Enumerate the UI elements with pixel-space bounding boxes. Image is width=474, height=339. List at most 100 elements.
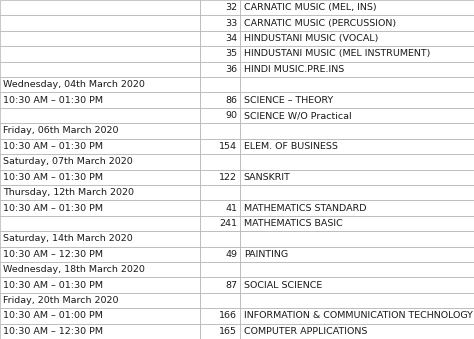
Bar [240,123,474,139]
Bar [0,0,200,15]
Bar [200,46,240,62]
Bar [0,123,200,139]
Text: 90: 90 [225,111,237,120]
Text: Saturday, 07th March 2020: Saturday, 07th March 2020 [3,157,133,166]
Bar [200,123,240,139]
Text: HINDI MUSIC.PRE.INS: HINDI MUSIC.PRE.INS [244,65,344,74]
Text: INFORMATION & COMMUNICATION TECHNOLOGY: INFORMATION & COMMUNICATION TECHNOLOGY [244,312,473,320]
Bar [240,15,474,31]
Text: 154: 154 [219,142,237,151]
Bar [0,46,200,62]
Bar [200,108,240,123]
Bar [240,324,474,339]
Bar [200,154,240,170]
Bar [240,77,474,93]
Text: 33: 33 [225,19,237,27]
Bar [0,246,200,262]
Text: Wednesday, 04th March 2020: Wednesday, 04th March 2020 [3,80,145,89]
Bar [0,324,200,339]
Text: 10:30 AM – 12:30 PM: 10:30 AM – 12:30 PM [3,250,103,259]
Text: ELEM. OF BUSINESS: ELEM. OF BUSINESS [244,142,337,151]
Bar [240,308,474,324]
Bar [200,0,240,15]
Bar [240,154,474,170]
Bar [200,185,240,200]
Bar [0,185,200,200]
Bar [0,308,200,324]
Text: 32: 32 [225,3,237,12]
Bar [0,139,200,154]
Bar [0,170,200,185]
Text: MATHEMATICS BASIC: MATHEMATICS BASIC [244,219,342,228]
Bar [0,231,200,246]
Bar [200,170,240,185]
Bar [240,93,474,108]
Bar [200,77,240,93]
Text: Wednesday, 18th March 2020: Wednesday, 18th March 2020 [3,265,145,274]
Bar [240,0,474,15]
Bar [200,62,240,77]
Text: 166: 166 [219,312,237,320]
Text: 36: 36 [225,65,237,74]
Text: HINDUSTANI MUSIC (MEL INSTRUMENT): HINDUSTANI MUSIC (MEL INSTRUMENT) [244,49,430,58]
Text: 10:30 AM – 01:00 PM: 10:30 AM – 01:00 PM [3,312,103,320]
Bar [200,15,240,31]
Bar [240,170,474,185]
Bar [200,231,240,246]
Text: 87: 87 [225,281,237,290]
Bar [0,293,200,308]
Bar [200,293,240,308]
Text: SANSKRIT: SANSKRIT [244,173,291,182]
Bar [200,216,240,231]
Bar [240,277,474,293]
Bar [0,31,200,46]
Bar [240,185,474,200]
Text: 10:30 AM – 01:30 PM: 10:30 AM – 01:30 PM [3,203,103,213]
Text: 10:30 AM – 01:30 PM: 10:30 AM – 01:30 PM [3,173,103,182]
Text: SCIENCE W/O Practical: SCIENCE W/O Practical [244,111,351,120]
Text: 10:30 AM – 01:30 PM: 10:30 AM – 01:30 PM [3,96,103,105]
Bar [200,200,240,216]
Bar [0,62,200,77]
Text: Saturday, 14th March 2020: Saturday, 14th March 2020 [3,234,133,243]
Bar [200,31,240,46]
Bar [200,246,240,262]
Bar [0,154,200,170]
Text: SOCIAL SCIENCE: SOCIAL SCIENCE [244,281,322,290]
Bar [240,231,474,246]
Text: 10:30 AM – 01:30 PM: 10:30 AM – 01:30 PM [3,281,103,290]
Bar [240,31,474,46]
Text: 49: 49 [225,250,237,259]
Bar [0,93,200,108]
Bar [240,108,474,123]
Text: 241: 241 [219,219,237,228]
Text: 10:30 AM – 01:30 PM: 10:30 AM – 01:30 PM [3,142,103,151]
Bar [200,308,240,324]
Text: 86: 86 [225,96,237,105]
Text: SCIENCE – THEORY: SCIENCE – THEORY [244,96,333,105]
Bar [0,15,200,31]
Text: Thursday, 12th March 2020: Thursday, 12th March 2020 [3,188,134,197]
Text: CARNATIC MUSIC (MEL, INS): CARNATIC MUSIC (MEL, INS) [244,3,376,12]
Bar [200,324,240,339]
Text: COMPUTER APPLICATIONS: COMPUTER APPLICATIONS [244,327,367,336]
Text: 41: 41 [225,203,237,213]
Bar [240,216,474,231]
Bar [240,262,474,277]
Bar [240,139,474,154]
Text: 34: 34 [225,34,237,43]
Text: MATHEMATICS STANDARD: MATHEMATICS STANDARD [244,203,366,213]
Bar [240,246,474,262]
Bar [0,216,200,231]
Text: PAINTING: PAINTING [244,250,288,259]
Bar [0,200,200,216]
Bar [0,277,200,293]
Bar [200,139,240,154]
Text: Friday, 06th March 2020: Friday, 06th March 2020 [3,126,119,136]
Bar [240,293,474,308]
Text: 35: 35 [225,49,237,58]
Text: 165: 165 [219,327,237,336]
Bar [240,62,474,77]
Text: CARNATIC MUSIC (PERCUSSION): CARNATIC MUSIC (PERCUSSION) [244,19,396,27]
Text: 10:30 AM – 12:30 PM: 10:30 AM – 12:30 PM [3,327,103,336]
